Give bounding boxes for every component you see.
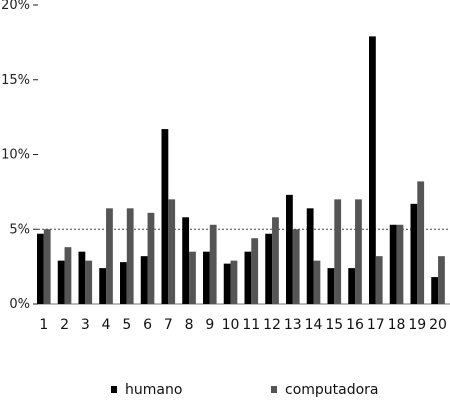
x-tick-label: 17 [367, 317, 385, 333]
legend-swatch-computadora [271, 386, 277, 393]
x-tick-label: 4 [102, 317, 111, 333]
x-tick-label: 2 [60, 317, 69, 333]
bar-humano-4 [99, 268, 107, 304]
y-tick-label: 15% [1, 73, 30, 88]
bar-humano-7 [161, 129, 169, 304]
bar-humano-13 [286, 194, 293, 304]
x-tick-label: 14 [305, 317, 323, 333]
bar-humano-14 [306, 208, 314, 304]
bar-humano-19 [410, 203, 418, 304]
x-tick-label: 11 [242, 317, 260, 333]
bar-computadora-18 [396, 224, 404, 304]
bar-computadora-3 [85, 260, 93, 304]
x-tick-label: 3 [81, 317, 90, 333]
bar-humano-2 [57, 260, 65, 304]
bar-humano-10 [223, 263, 231, 304]
x-tick-label: 7 [164, 317, 173, 333]
bar-humano-18 [389, 224, 397, 304]
bar-computadora-19 [417, 181, 425, 304]
x-axis: 1 2 3 4 5 6 7 8 9 10 11 12 13 14 15 16 17 18 19 20 [39, 317, 447, 333]
bar-humano-8 [182, 217, 190, 304]
bar-computadora-20 [438, 256, 445, 304]
x-tick-label: 8 [185, 317, 194, 333]
bars [37, 36, 445, 305]
y-tick-label: 20% [1, 0, 30, 13]
x-tick-label: 5 [122, 317, 131, 333]
y-tick-label: 0% [9, 297, 30, 312]
bar-computadora-4 [106, 208, 113, 304]
bar-computadora-5 [126, 208, 134, 304]
legend-swatch-humano [111, 386, 117, 393]
bar-humano-15 [327, 268, 335, 304]
bar-humano-11 [244, 251, 252, 304]
bar-humano-16 [348, 268, 356, 304]
bar-humano-5 [120, 262, 127, 304]
bar-computadora-10 [230, 260, 238, 304]
x-tick-label: 19 [408, 317, 426, 333]
bar-computadora-2 [64, 247, 72, 304]
x-tick-label: 15 [325, 317, 343, 333]
y-axis: 0% 5% 10% 15% 20% [1, 0, 38, 312]
bar-humano-1 [37, 233, 44, 304]
bar-computadora-1 [43, 229, 51, 304]
x-tick-label: 1 [39, 317, 48, 333]
bar-computadora-11 [251, 238, 259, 304]
legend-label-computadora: computadora [285, 382, 379, 398]
bar-computadora-15 [334, 199, 342, 304]
bar-computadora-12 [272, 217, 279, 304]
bar-computadora-6 [147, 212, 155, 304]
legend: humano computadora [111, 382, 379, 398]
bar-computadora-13 [292, 229, 300, 304]
x-tick-label: 9 [205, 317, 214, 333]
x-tick-label: 12 [263, 317, 281, 333]
bar-humano-9 [203, 251, 210, 304]
x-tick-label: 10 [222, 317, 240, 333]
bar-computadora-17 [375, 256, 383, 304]
y-tick-label: 5% [9, 222, 30, 237]
x-tick-label: 18 [388, 317, 406, 333]
bar-humano-17 [369, 36, 376, 305]
bar-humano-3 [78, 251, 86, 304]
x-tick-label: 13 [284, 317, 302, 333]
x-tick-label: 16 [346, 317, 364, 333]
x-tick-label: 20 [429, 317, 447, 333]
bar-computadora-9 [209, 224, 217, 304]
x-tick-label: 6 [143, 317, 152, 333]
bar-computadora-7 [168, 199, 176, 304]
bar-computadora-14 [313, 260, 321, 304]
bar-computadora-8 [189, 251, 196, 304]
y-tick-label: 10% [1, 148, 30, 163]
bar-humano-12 [265, 233, 273, 304]
legend-label-humano: humano [125, 382, 182, 398]
bar-computadora-16 [355, 199, 362, 304]
bar-humano-6 [140, 256, 148, 304]
bar-humano-20 [431, 277, 439, 304]
